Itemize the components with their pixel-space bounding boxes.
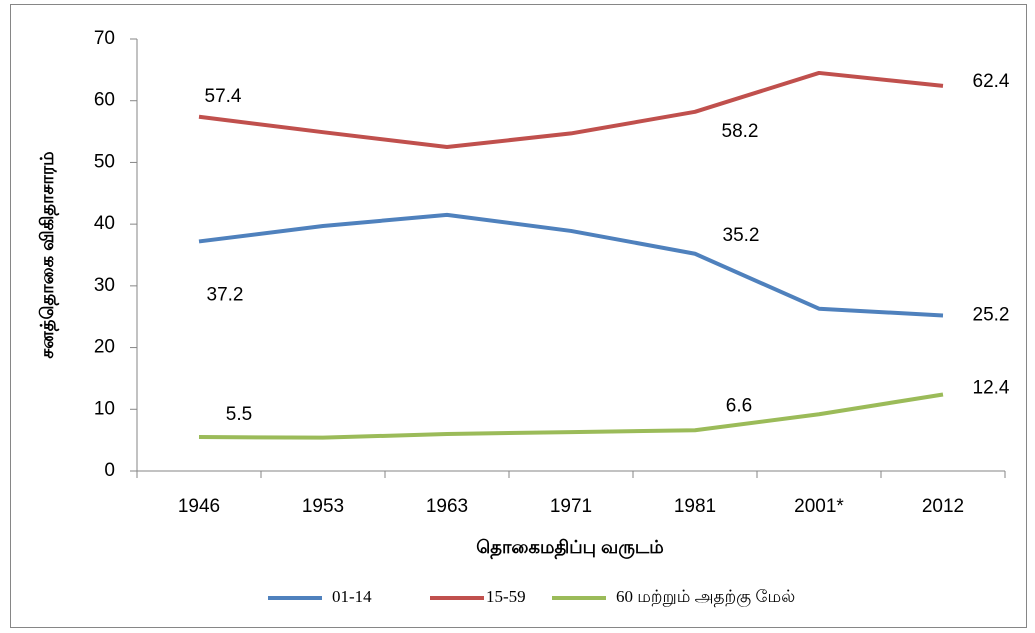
y-tick-label: 70 — [94, 28, 115, 49]
x-tick-label: 2012 — [922, 496, 964, 517]
legend-label: 15-59 — [486, 587, 526, 606]
x-tick-label: 1946 — [178, 496, 220, 517]
data-label: 35.2 — [723, 225, 760, 246]
x-tick-label: 1971 — [550, 496, 592, 517]
y-axis-title: சனத்தொகை விகிதாசாரம் — [37, 151, 60, 358]
data-label: 5.5 — [226, 404, 252, 425]
data-label: 62.4 — [973, 71, 1010, 92]
y-tick-label: 30 — [94, 275, 115, 296]
legend-label: 01-14 — [332, 587, 372, 606]
data-label: 37.2 — [207, 284, 244, 305]
data-label: 57.4 — [205, 86, 242, 107]
y-tick-label: 60 — [94, 90, 115, 111]
x-tick-label: 1963 — [426, 496, 468, 517]
legend-label: 60 மற்றும் அதற்கு மேல் — [616, 587, 795, 607]
y-tick-label: 0 — [104, 460, 115, 481]
data-label: 25.2 — [973, 304, 1010, 325]
y-tick-label: 10 — [94, 398, 115, 419]
chart-frame — [10, 4, 1027, 628]
x-tick-label: 1953 — [302, 496, 344, 517]
data-label: 58.2 — [722, 121, 759, 142]
data-label: 6.6 — [726, 395, 752, 416]
y-tick-label: 50 — [94, 151, 115, 172]
x-axis-title: தொகைமதிப்பு வருடம் — [476, 537, 663, 560]
series-line — [198, 70, 944, 149]
y-tick-label: 20 — [94, 337, 115, 358]
series-line — [198, 392, 944, 440]
x-tick-label: 1981 — [674, 496, 716, 517]
data-label: 12.4 — [973, 377, 1010, 398]
y-tick-label: 40 — [94, 213, 115, 234]
x-tick-label: 2001* — [794, 496, 844, 517]
series-line — [198, 212, 944, 318]
